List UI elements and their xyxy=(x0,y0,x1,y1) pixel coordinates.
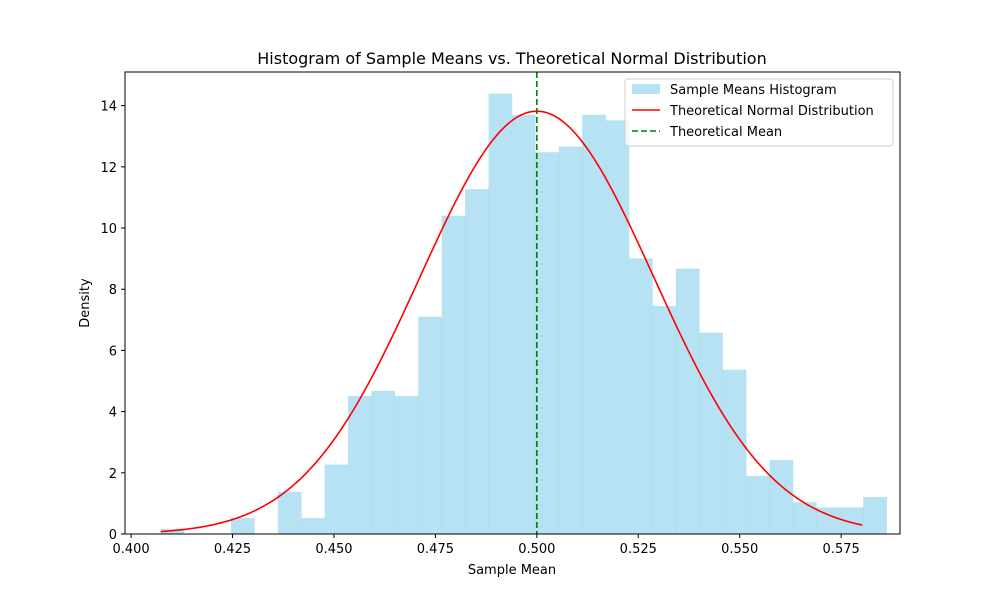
histogram-bar xyxy=(488,93,513,534)
histogram-bar xyxy=(371,390,396,534)
x-axis-ticks: 0.400 0.425 0.450 0.475 0.500 0.525 0.550 0.575 xyxy=(112,534,860,557)
y-tick-label: 2 xyxy=(109,467,117,482)
histogram-bar xyxy=(535,152,560,534)
legend-normal-curve-label: Theoretical Normal Distribution xyxy=(669,104,874,119)
x-tick-label: 0.425 xyxy=(214,542,251,557)
x-tick-label: 0.550 xyxy=(721,542,758,557)
y-tick-label: 0 xyxy=(109,528,117,543)
histogram-bar xyxy=(746,475,770,534)
legend: Sample Means Histogram Theoretical Norma… xyxy=(624,78,894,147)
histogram-bar xyxy=(441,215,466,534)
histogram-bar xyxy=(582,114,606,534)
chart-title: Histogram of Sample Means vs. Theoretica… xyxy=(257,49,766,68)
histogram-bar xyxy=(629,258,653,534)
histogram-bar xyxy=(324,464,349,534)
histogram-bar xyxy=(652,306,677,534)
histogram-bar xyxy=(699,332,723,534)
histogram-bar xyxy=(301,518,325,534)
histogram-bar xyxy=(675,268,700,534)
histogram-bar xyxy=(792,502,817,534)
histogram-bar xyxy=(465,189,489,534)
legend-histogram-swatch xyxy=(632,84,660,94)
x-tick-label: 0.475 xyxy=(417,542,454,557)
histogram-bar xyxy=(277,491,302,534)
x-axis-label: Sample Mean xyxy=(468,563,556,578)
histogram-bar xyxy=(863,496,887,534)
x-tick-label: 0.525 xyxy=(620,542,657,557)
histogram-bar xyxy=(816,507,841,534)
histogram-bar xyxy=(769,459,794,534)
histogram-bar xyxy=(511,114,536,534)
histogram-bar xyxy=(394,396,419,534)
histogram-bar xyxy=(418,316,443,534)
histogram-bar xyxy=(839,507,864,534)
normal-curve-line xyxy=(160,110,863,533)
x-tick-label: 0.400 xyxy=(112,542,149,557)
y-tick-label: 4 xyxy=(109,406,117,421)
histogram-bar xyxy=(558,146,583,535)
legend-histogram-label: Sample Means Histogram xyxy=(670,83,837,98)
x-tick-label: 0.500 xyxy=(518,542,555,557)
x-tick-label: 0.575 xyxy=(823,542,860,557)
histogram-bar xyxy=(230,518,255,534)
plot-frame xyxy=(124,71,901,535)
y-tick-label: 6 xyxy=(109,344,117,359)
histogram-bar xyxy=(348,396,372,534)
histogram-bar xyxy=(605,120,630,534)
x-tick-label: 0.450 xyxy=(315,542,352,557)
histogram-bar xyxy=(722,369,747,534)
y-tick-label: 14 xyxy=(100,100,117,115)
y-tick-label: 8 xyxy=(109,283,117,298)
histogram-bars xyxy=(160,93,887,535)
y-tick-label: 10 xyxy=(100,222,117,237)
y-tick-label: 12 xyxy=(100,161,117,176)
y-axis-label: Density xyxy=(78,278,93,328)
legend-box xyxy=(624,78,894,147)
y-axis-ticks: 0 2 4 6 8 10 12 14 xyxy=(100,100,125,543)
legend-mean-label: Theoretical Mean xyxy=(669,125,782,140)
